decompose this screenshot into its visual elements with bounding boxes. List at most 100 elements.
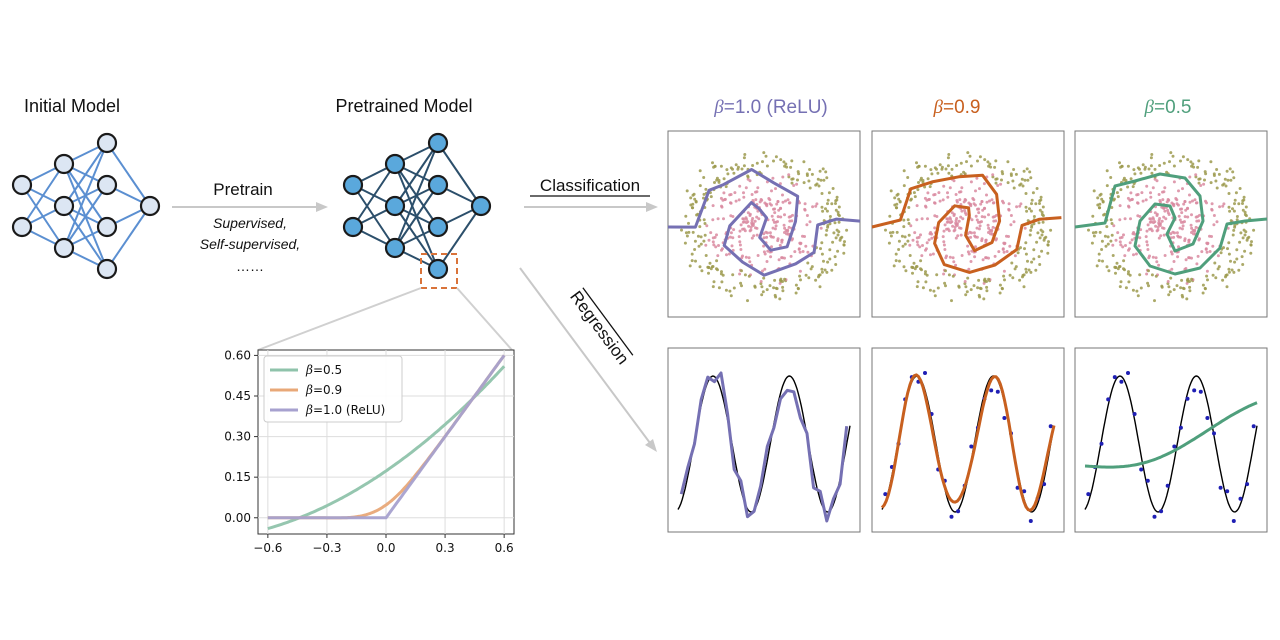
classification-point (1170, 267, 1174, 271)
classification-point (843, 240, 846, 244)
classification-point (1196, 254, 1200, 258)
initial-network-edge (63, 142, 108, 249)
classification-point (1000, 287, 1004, 291)
classification-point (1002, 201, 1005, 205)
classification-point (1211, 244, 1215, 248)
classification-point (1175, 284, 1179, 288)
classification-point (962, 170, 966, 174)
classification-point (1162, 215, 1166, 219)
classification-point (1037, 221, 1041, 225)
classification-point (908, 243, 912, 247)
classification-point (904, 269, 908, 273)
classification-point (762, 276, 766, 280)
classification-point (773, 293, 777, 297)
classification-point (748, 214, 752, 217)
classification-point (1232, 176, 1236, 180)
classification-point (750, 193, 754, 196)
classification-point (974, 189, 977, 193)
classification-point (1147, 269, 1150, 273)
classification-point (740, 284, 743, 288)
classification-point (1172, 180, 1176, 184)
regression-point (1119, 379, 1124, 384)
classification-point (1238, 240, 1242, 244)
initial-network-edge (63, 184, 108, 249)
classification-point (776, 220, 779, 224)
classification-point (987, 277, 991, 281)
regression-point (956, 509, 961, 514)
pretrained-network-node (384, 195, 406, 217)
classification-point (944, 167, 948, 171)
classification-point (761, 160, 764, 164)
classification-point (987, 226, 991, 230)
classification-point (795, 182, 799, 186)
classification-point (1155, 179, 1159, 183)
classification-point (837, 230, 841, 234)
classification-point (936, 171, 940, 175)
classification-point (979, 202, 983, 206)
classification-point (1116, 195, 1120, 199)
classification-point (1188, 193, 1191, 197)
classification-point (1187, 256, 1191, 260)
classification-point (1000, 178, 1003, 182)
classification-point (967, 267, 971, 271)
classification-point (772, 159, 775, 163)
classification-point (1038, 202, 1041, 205)
regression-point (1212, 431, 1216, 436)
classification-point (898, 199, 902, 203)
classification-point (916, 188, 920, 192)
y-tick-label: 0.45 (224, 389, 251, 403)
classification-point (1042, 238, 1046, 242)
classification-point (985, 285, 989, 289)
classification-point (790, 159, 794, 163)
classification-point (738, 229, 742, 233)
classification-point (762, 250, 766, 254)
classification-point (695, 213, 699, 217)
classification-point (690, 252, 694, 256)
classification-point (739, 281, 743, 285)
classification-point (903, 242, 907, 246)
classification-point (729, 193, 733, 196)
classification-point (888, 214, 892, 218)
classification-point (1136, 214, 1140, 218)
classification-point (746, 175, 750, 179)
classification-point (729, 214, 733, 218)
classification-point (683, 241, 687, 245)
classification-point (921, 286, 925, 290)
regression-point (1205, 416, 1210, 420)
classification-point (825, 209, 829, 213)
classification-point (1128, 241, 1132, 245)
classification-point (759, 280, 763, 283)
classification-point (739, 248, 743, 251)
classification-point (893, 196, 897, 200)
classification-point (1114, 271, 1117, 275)
classification-point (1149, 164, 1153, 168)
pretrained-network-node (427, 132, 449, 154)
classification-point (720, 280, 724, 284)
regression-point (1022, 489, 1027, 494)
classification-point (1097, 252, 1101, 256)
classification-point (1009, 172, 1013, 176)
classification-point (1118, 285, 1122, 289)
classification-point (1190, 277, 1194, 281)
regression-panel-beta-0.5 (1074, 347, 1268, 533)
classification-point (1019, 202, 1023, 206)
classification-point (1046, 243, 1050, 247)
classification-point (974, 245, 977, 249)
classification-point (1175, 202, 1179, 206)
classification-point (1160, 284, 1164, 288)
classification-point (835, 198, 839, 202)
classification-point (728, 289, 732, 293)
classification-point (1105, 169, 1109, 173)
classification-point (1029, 228, 1033, 232)
classification-point (1024, 270, 1028, 274)
classification-point (1184, 258, 1188, 262)
classification-point (698, 184, 702, 188)
decision-boundary-beta-0.9 (871, 173, 1062, 274)
classification-point (1196, 215, 1199, 219)
classification-point (715, 233, 718, 237)
pretrained-network-node (384, 237, 406, 259)
classification-label: Classification (540, 176, 640, 195)
classification-point (1172, 235, 1176, 239)
classification-point (1249, 243, 1253, 247)
classification-point (1194, 225, 1198, 229)
